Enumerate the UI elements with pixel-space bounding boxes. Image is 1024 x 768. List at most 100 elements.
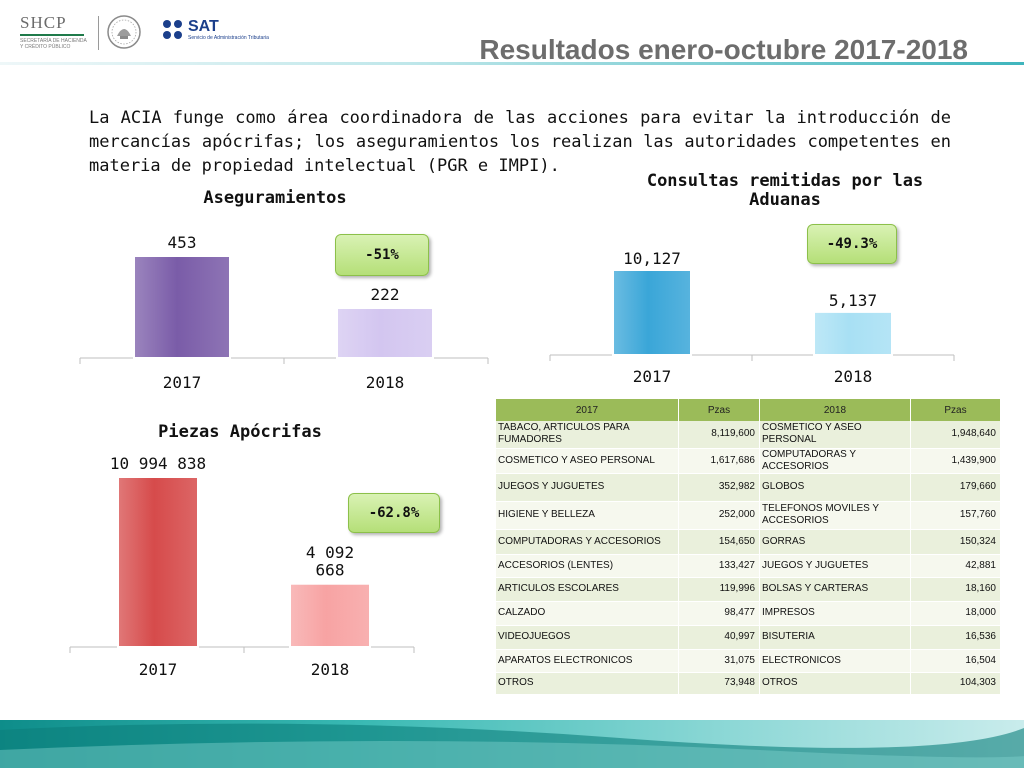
table-cell-pzas-2018: 157,760 [910,501,1001,530]
shcp-logo-line1: SECRETARÍA DE HACIENDA [20,38,87,44]
table-cell-pzas-2018: 16,504 [910,649,1001,673]
table-row: COMPUTADORAS Y ACCESORIOS 154,650 GORRAS 15… [496,529,1001,555]
table-cell-pzas-2018: 16,536 [910,625,1001,650]
table-cell-product-2018: GLOBOS [759,473,911,502]
sat-logo: SAT Servicio de Administración Tributari… [162,19,269,41]
table-cell-pzas-2018: 18,000 [910,601,1001,626]
table-cell-pzas-2017: 119,996 [678,577,760,602]
table-cell-pzas-2017: 8,119,600 [678,421,760,449]
table-cell-product-2017: VIDEOJUEGOS [496,625,679,650]
bar-aseguramientos-2017 [133,255,231,359]
table-cell-pzas-2017: 133,427 [678,554,760,578]
table-row: HIGIENE Y BELLEZA 252,000 TELEFONOS MOVILE… [496,501,1001,530]
chart-aseguramientos-title: Aseguramientos [203,188,347,208]
bar-aseguramientos-2018 [336,307,434,359]
x-tick-label-aseguramientos-2018: 2018 [366,373,405,392]
shcp-logo: SHCP SECRETARÍA DE HACIENDA Y CRÉDITO PÚ… [20,14,92,54]
table-header-row: 2017 Pzas 2018 Pzas [496,399,1001,421]
sat-logo-subtitle: Servicio de Administración Tributaria [188,35,269,41]
page-title: Resultados enero-octubre 2017-2018 [479,34,968,65]
bar-value-label-consultas-2018: 5,137 [829,291,877,310]
bar-value-label-piezas-2017: 10 994 838 [110,454,206,473]
table-cell-pzas-2018: 42,881 [910,554,1001,578]
table-cell-product-2017: ACCESORIOS (LENTES) [496,554,679,578]
bar-value-label-aseguramientos-2018: 222 [371,285,400,304]
table-cell-product-2017: COSMETICO Y ASEO PERSONAL [496,448,679,474]
table-cell-pzas-2018: 1,439,900 [910,448,1001,474]
table-cell-product-2018: IMPRESOS [759,601,911,626]
header-divider [0,62,1024,65]
chart-consultas-title: Consultas remitidas por las Aduanas [646,171,924,210]
table-row: VIDEOJUEGOS 40,997 BISUTERIA 16,536 [496,625,1001,650]
change-badge-aseguramientos: -51% [335,234,429,276]
table-cell-pzas-2018: 18,160 [910,577,1001,602]
table-header-pzas-2018: Pzas [910,399,1001,421]
table-cell-pzas-2018: 150,324 [910,529,1001,555]
bar-value-label-aseguramientos-2017: 453 [168,233,197,252]
table-cell-pzas-2018: 179,660 [910,473,1001,502]
table-header-pzas-2017: Pzas [678,399,760,421]
x-tick-label-aseguramientos-2017: 2017 [163,373,202,392]
table-header-2017: 2017 [496,399,679,421]
chart-piezas-title: Piezas Apócrifas [158,422,322,442]
table-row: APARATOS ELECTRONICOS 31,075 ELECTRONICOS 1… [496,649,1001,673]
table-row: ACCESORIOS (LENTES) 133,427 JUEGOS Y JUGUE… [496,554,1001,578]
table-cell-product-2017: TABACO, ARTICULOS PARA FUMADORES [496,421,679,449]
change-badge-consultas: -49.3% [807,224,897,264]
x-tick-label-piezas-2018: 2018 [311,660,350,679]
table-cell-pzas-2017: 252,000 [678,501,760,530]
table-cell-product-2017: JUEGOS Y JUGUETES [496,473,679,502]
table-cell-product-2017: HIGIENE Y BELLEZA [496,501,679,530]
table-row: OTROS 73,948 OTROS 104,303 [496,672,1001,695]
table-row: TABACO, ARTICULOS PARA FUMADORES 8,119,60… [496,421,1001,449]
chart-consultas: 10,127 2017 5,137 2018 [549,249,955,386]
top-products-table: 2017 Pzas 2018 Pzas TABACO, ARTICULOS PA… [496,399,1001,695]
table-cell-product-2018: COMPUTADORAS Y ACCESORIOS [759,448,911,474]
table-row: CALZADO 98,477 IMPRESOS 18,000 [496,601,1001,626]
sat-emblem-icon [163,20,182,39]
national-seal-icon [107,15,141,49]
table-cell-pzas-2017: 98,477 [678,601,760,626]
x-tick-label-consultas-2017: 2017 [633,367,672,386]
bar-piezas-2017 [117,476,199,648]
table-cell-product-2017: CALZADO [496,601,679,626]
table-cell-product-2018: ELECTRONICOS [759,649,911,673]
chart-aseguramientos: 453 2017 222 2018 [79,233,489,392]
bar-piezas-2018 [289,582,371,649]
logo-divider [98,16,99,50]
table-cell-pzas-2018: 1,948,640 [910,421,1001,449]
bar-value-label-consultas-2017: 10,127 [623,249,681,268]
change-badge-piezas: -62.8% [348,493,440,533]
intro-paragraph: La ACIA funge como área coordinadora de … [89,108,951,176]
table-cell-product-2017: OTROS [496,672,679,695]
table-cell-product-2018: COSMETICO Y ASEO PERSONAL [759,421,911,449]
bar-value-label-piezas-2018: 4 092 668 [306,543,354,580]
table-cell-product-2018: OTROS [759,672,911,695]
table-cell-pzas-2017: 154,650 [678,529,760,555]
bar-consultas-2018 [813,310,893,357]
x-tick-label-consultas-2018: 2018 [834,367,873,386]
table-cell-pzas-2017: 73,948 [678,672,760,695]
table-cell-product-2018: BISUTERIA [759,625,911,650]
table-cell-pzas-2017: 40,997 [678,625,760,650]
sat-logo-word: SAT [188,18,219,35]
table-cell-pzas-2018: 104,303 [910,672,1001,695]
shcp-logo-line2: Y CRÉDITO PÚBLICO [20,44,71,50]
table-cell-product-2017: APARATOS ELECTRONICOS [496,649,679,673]
table-row: COSMETICO Y ASEO PERSONAL 1,617,686 COMPUT… [496,448,1001,474]
table-cell-pzas-2017: 1,617,686 [678,448,760,474]
shcp-logo-word: SHCP [20,13,67,32]
chart-piezas: 10 994 838 2017 4 092 668 2018 [69,454,415,679]
table-header-2018: 2018 [759,399,911,421]
table-cell-product-2018: GORRAS [759,529,911,555]
table-row: JUEGOS Y JUGUETES 352,982 GLOBOS 179,660 [496,473,1001,502]
table-cell-pzas-2017: 31,075 [678,649,760,673]
table-cell-pzas-2017: 352,982 [678,473,760,502]
table-cell-product-2017: COMPUTADORAS Y ACCESORIOS [496,529,679,555]
table-cell-product-2018: JUEGOS Y JUGUETES [759,554,911,578]
bar-consultas-2017 [612,269,692,356]
table-row: ARTICULOS ESCOLARES 119,996 BOLSAS Y CARTE… [496,577,1001,602]
table-cell-product-2018: BOLSAS Y CARTERAS [759,577,911,602]
x-tick-label-piezas-2017: 2017 [139,660,178,679]
table-cell-product-2018: TELEFONOS MOVILES Y ACCESORIOS [759,501,911,530]
